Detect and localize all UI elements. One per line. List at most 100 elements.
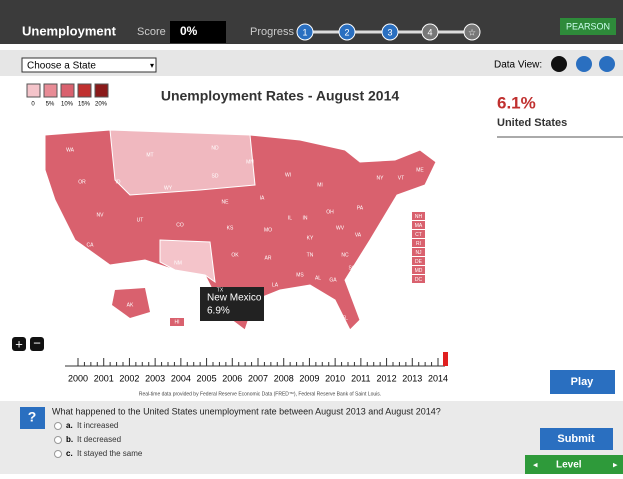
title: Unemployment bbox=[22, 23, 117, 38]
year-label: 2004 bbox=[171, 373, 191, 383]
credit: Real-time data provided by Federal Reser… bbox=[139, 391, 381, 397]
tooltip-name: New Mexico bbox=[207, 293, 262, 304]
year-label: 2014 bbox=[428, 373, 448, 383]
legend-label: 0 bbox=[31, 102, 35, 108]
radio[interactable] bbox=[54, 422, 62, 430]
state-label: VT bbox=[398, 175, 404, 181]
small-state-box bbox=[412, 275, 425, 283]
question-panel bbox=[0, 401, 623, 474]
plains bbox=[109, 129, 256, 196]
state-label: IA bbox=[260, 195, 265, 201]
state-label: NM bbox=[174, 260, 182, 266]
stat-value: 6.1% bbox=[497, 93, 536, 112]
progress-step bbox=[338, 23, 356, 41]
progress-step-label: 1 bbox=[302, 27, 307, 37]
small-state-box bbox=[412, 257, 425, 265]
next[interactable]: ▸ bbox=[613, 459, 618, 469]
state-label: UT bbox=[137, 217, 144, 223]
progress-label: Progress bbox=[250, 26, 295, 38]
state-label: IN bbox=[303, 215, 308, 221]
dropdown[interactable] bbox=[21, 57, 157, 73]
state-label: TX bbox=[217, 287, 224, 293]
year-label: 2002 bbox=[119, 373, 139, 383]
year-label: 2006 bbox=[222, 373, 242, 383]
time-marker[interactable] bbox=[443, 352, 448, 366]
zoom-out[interactable] bbox=[30, 337, 44, 351]
state-label: OK bbox=[231, 252, 239, 258]
state-label: GA bbox=[329, 277, 337, 283]
minus: − bbox=[33, 335, 41, 350]
state-label: MO bbox=[264, 227, 272, 233]
prev[interactable]: ◂ bbox=[533, 459, 538, 469]
arrow: ▾ bbox=[150, 61, 154, 70]
option-letter: a. bbox=[66, 421, 73, 430]
state-label: AK bbox=[127, 302, 134, 308]
state-label: SD bbox=[212, 173, 219, 179]
small-state-box bbox=[412, 239, 425, 247]
small-state-label: NJ bbox=[415, 250, 422, 256]
level-bar bbox=[525, 455, 623, 474]
year-label: 2010 bbox=[325, 373, 345, 383]
legend-swatch bbox=[77, 83, 92, 98]
tooltip-value: 6.9% bbox=[207, 306, 230, 317]
plus: + bbox=[15, 336, 23, 351]
star: ☆ bbox=[468, 27, 476, 37]
progress-step-label: 3 bbox=[387, 27, 392, 37]
radio[interactable] bbox=[54, 450, 62, 458]
state-label: VA bbox=[355, 232, 362, 238]
small-state-label: DE bbox=[415, 259, 423, 265]
option-text: It stayed the same bbox=[77, 449, 143, 458]
submit: Submit bbox=[557, 433, 595, 445]
small-state-label: MA bbox=[415, 223, 423, 229]
state-label: ID bbox=[116, 179, 121, 185]
dropdown-text: Choose a State bbox=[27, 61, 96, 72]
small-state-box bbox=[412, 230, 425, 238]
legend-label: 5% bbox=[46, 102, 55, 108]
state-label: WY bbox=[164, 185, 173, 191]
state-label: MN bbox=[246, 159, 254, 165]
legend-label: 10% bbox=[61, 102, 74, 108]
option-letter: c. bbox=[66, 449, 73, 458]
legend-swatch bbox=[60, 83, 75, 98]
legend-label: 15% bbox=[78, 102, 91, 108]
zoom-in[interactable] bbox=[12, 337, 26, 351]
level[interactable]: Level bbox=[556, 460, 582, 471]
alaska bbox=[112, 288, 150, 318]
state-label: AR bbox=[265, 255, 272, 261]
radio[interactable] bbox=[54, 436, 62, 444]
year-label: 2007 bbox=[248, 373, 268, 383]
score-box bbox=[170, 21, 226, 43]
progress-star bbox=[463, 23, 481, 41]
state-label: SC bbox=[349, 265, 356, 271]
state-label: OR bbox=[78, 179, 86, 185]
brand: PEARSON bbox=[566, 21, 610, 31]
submit-button[interactable] bbox=[540, 428, 613, 450]
year-label: 2012 bbox=[377, 373, 397, 383]
progress-step-label: 4 bbox=[427, 27, 432, 37]
legend-label: 20% bbox=[95, 102, 108, 108]
state-label: IL bbox=[288, 215, 292, 221]
legend-swatch bbox=[94, 83, 109, 98]
view-table[interactable] bbox=[599, 56, 615, 72]
state-label: WI bbox=[285, 172, 291, 178]
map-title: Unemployment Rates - August 2014 bbox=[161, 88, 400, 104]
tooltip bbox=[200, 287, 264, 321]
state-label: WV bbox=[336, 225, 345, 231]
progress-step bbox=[381, 23, 399, 41]
hawaii bbox=[170, 318, 184, 326]
state-label: HI bbox=[175, 319, 180, 325]
state-label: OH bbox=[326, 209, 334, 215]
small-state-box bbox=[412, 221, 425, 229]
year-label: 2009 bbox=[299, 373, 319, 383]
year-label: 2005 bbox=[197, 373, 217, 383]
new-mexico bbox=[159, 239, 216, 284]
state-label: MT bbox=[146, 152, 153, 158]
state-label: TN bbox=[307, 252, 314, 258]
progress-step-label: 2 bbox=[344, 27, 349, 37]
play-button[interactable] bbox=[550, 370, 615, 394]
view-map[interactable] bbox=[551, 56, 567, 72]
legend-swatch bbox=[43, 83, 58, 98]
view-chart[interactable] bbox=[576, 56, 592, 72]
